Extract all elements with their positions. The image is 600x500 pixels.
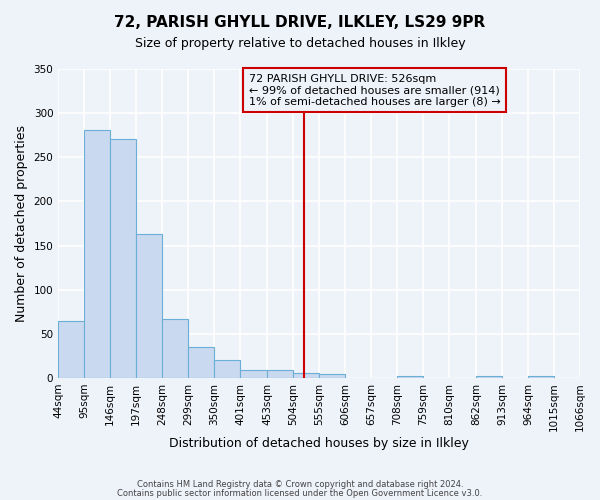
Text: Size of property relative to detached houses in Ilkley: Size of property relative to detached ho… [134,38,466,51]
Bar [214,360,241,378]
Text: 72 PARISH GHYLL DRIVE: 526sqm
← 99% of detached houses are smaller (914)
1% of s: 72 PARISH GHYLL DRIVE: 526sqm ← 99% of d… [248,74,500,107]
Text: Contains public sector information licensed under the Open Government Licence v3: Contains public sector information licen… [118,489,482,498]
Y-axis label: Number of detached properties: Number of detached properties [15,125,28,322]
Bar [241,370,267,378]
Bar [84,130,110,378]
Bar [110,138,136,378]
Bar [163,319,188,378]
Bar [528,376,554,378]
Text: 72, PARISH GHYLL DRIVE, ILKLEY, LS29 9PR: 72, PARISH GHYLL DRIVE, ILKLEY, LS29 9PR [115,15,485,30]
Bar [476,376,502,378]
Text: Contains HM Land Registry data © Crown copyright and database right 2024.: Contains HM Land Registry data © Crown c… [137,480,463,489]
Bar [267,370,293,378]
Bar [397,376,423,378]
Bar [58,320,84,378]
Bar [188,347,214,378]
Bar [136,234,163,378]
X-axis label: Distribution of detached houses by size in Ilkley: Distribution of detached houses by size … [169,437,469,450]
Bar [293,372,319,378]
Bar [319,374,345,378]
